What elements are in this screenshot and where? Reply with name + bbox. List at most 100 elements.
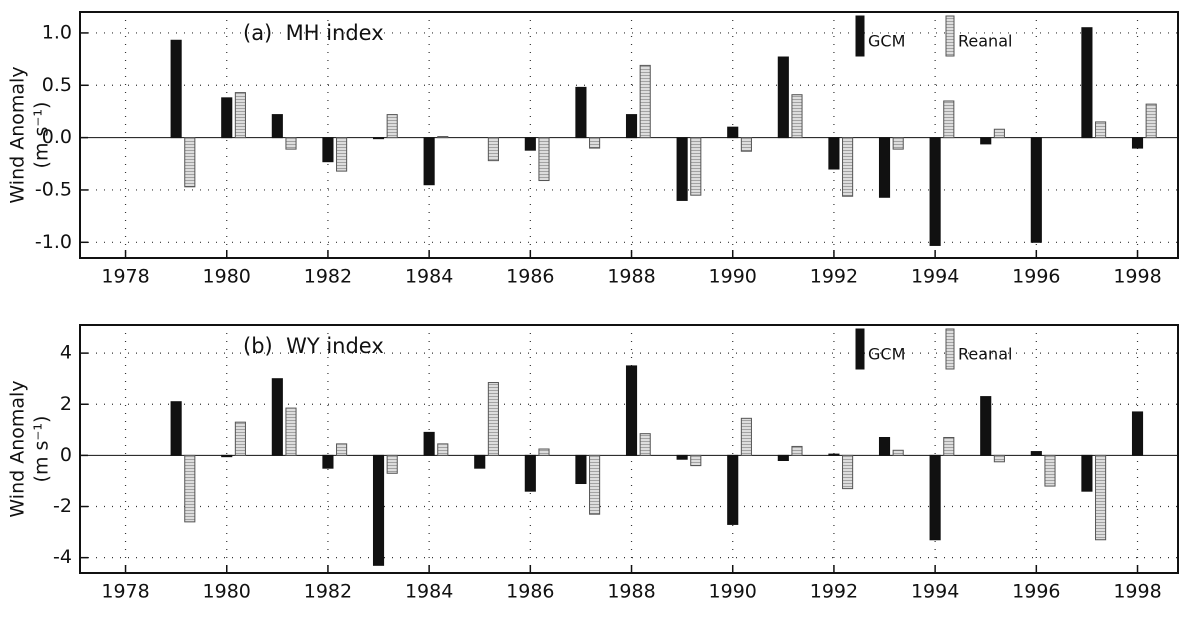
legend-swatch (945, 328, 955, 370)
bar (1030, 137, 1042, 243)
y-tick-label: -1.0 (35, 231, 72, 253)
bar (929, 137, 941, 246)
legend-swatch (855, 328, 865, 370)
bar (842, 137, 854, 197)
bar (1131, 137, 1144, 149)
bar (980, 137, 992, 145)
x-tick-label: 1982 (304, 581, 352, 603)
x-tick-label: 1998 (1113, 581, 1161, 603)
bar (943, 100, 955, 139)
bar (676, 454, 688, 460)
bar (184, 454, 196, 523)
legend-label: GCM (868, 345, 905, 364)
bar (727, 126, 739, 139)
bar (929, 454, 941, 541)
x-tick-label: 1980 (203, 266, 251, 288)
bar (285, 137, 297, 150)
bar (487, 137, 499, 162)
y-tick-label: 1.0 (42, 21, 72, 43)
x-tick-label: 1994 (911, 266, 959, 288)
bar (878, 436, 891, 456)
bar (322, 137, 334, 163)
x-tick-label: 1998 (1113, 266, 1161, 288)
x-tick-label: 1986 (506, 266, 554, 288)
bar (437, 443, 449, 456)
bar (234, 92, 246, 139)
bar (234, 421, 246, 456)
y-tick-label: 2 (60, 393, 72, 415)
x-tick-label: 1996 (1012, 266, 1060, 288)
bar (575, 454, 587, 485)
x-tick-label: 1984 (405, 581, 453, 603)
y-tick-label: 4 (60, 342, 72, 364)
legend-label: Reanal (958, 345, 1012, 364)
bar (892, 449, 904, 456)
y-tick-label: 0.0 (42, 126, 72, 148)
bar (1081, 454, 1093, 492)
bar (1145, 103, 1157, 139)
bar (828, 453, 840, 456)
bar (1095, 454, 1107, 541)
y-axis-label: Wind Anomaly (7, 66, 29, 203)
bar (589, 454, 601, 515)
bar (676, 137, 688, 201)
legend-label: GCM (868, 32, 905, 51)
bar (878, 137, 891, 198)
x-tick-label: 1990 (709, 266, 757, 288)
y-tick-label: 0.5 (42, 74, 72, 96)
bar (336, 443, 348, 456)
bar (589, 137, 601, 149)
bar (336, 137, 348, 172)
bar (993, 128, 1005, 139)
bar (740, 137, 752, 152)
y-tick-label: -4 (53, 546, 72, 568)
bar (625, 114, 638, 139)
y-axis-label: Wind Anomaly (7, 380, 29, 517)
bar (423, 137, 435, 186)
bar (1131, 411, 1144, 456)
bar (170, 401, 182, 456)
bar (221, 97, 233, 139)
x-tick-label: 1988 (607, 266, 655, 288)
bar (1030, 451, 1042, 456)
bar (221, 454, 233, 458)
bar (386, 454, 398, 474)
x-tick-label: 1996 (1012, 581, 1060, 603)
x-tick-label: 1978 (101, 581, 149, 603)
y-tick-label: -0.5 (35, 178, 72, 200)
bar (980, 396, 992, 456)
x-tick-label: 1978 (101, 266, 149, 288)
bar (943, 436, 955, 456)
legend-swatch (945, 15, 955, 57)
bar (184, 137, 196, 188)
x-tick-label: 1986 (506, 581, 554, 603)
bar (777, 454, 789, 462)
bar (690, 454, 702, 467)
legend-swatch (855, 15, 865, 57)
bar (271, 378, 283, 456)
bar (727, 454, 739, 525)
x-tick-label: 1992 (810, 266, 858, 288)
bar (538, 448, 550, 456)
annotation: (b) WY index (243, 334, 384, 358)
bar (1044, 454, 1056, 487)
bar (1095, 121, 1107, 139)
bar (639, 433, 651, 456)
bar (487, 382, 499, 456)
x-tick-label: 1992 (810, 581, 858, 603)
x-tick-label: 1982 (304, 266, 352, 288)
bar (892, 137, 904, 150)
annotation: (a) MH index (243, 21, 384, 45)
x-tick-label: 1990 (709, 581, 757, 603)
bar (1081, 27, 1093, 139)
bar (386, 114, 398, 139)
bar (437, 136, 449, 139)
y-tick-label: -2 (53, 495, 72, 517)
y-axis-label: (m s⁻¹) (31, 416, 53, 483)
bar (372, 454, 385, 566)
bar (170, 39, 182, 139)
bar (842, 454, 854, 490)
plot-frame (79, 11, 1179, 259)
bar (538, 137, 550, 182)
x-tick-label: 1980 (203, 581, 251, 603)
